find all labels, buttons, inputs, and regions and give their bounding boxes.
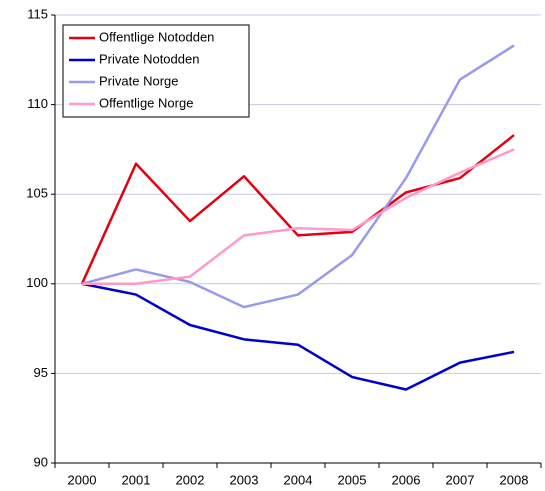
x-tick-label: 2007 [446, 472, 475, 487]
y-tick-label: 115 [27, 6, 48, 21]
x-tick-label: 2001 [122, 472, 151, 487]
y-tick-label: 110 [27, 96, 48, 111]
line-series [82, 148, 515, 286]
x-tick-label: 2003 [230, 472, 259, 487]
legend-box [62, 24, 250, 118]
x-tick-label: 2008 [500, 472, 529, 487]
y-tick-label: 105 [26, 186, 48, 201]
legend-label: Offentlige Norge [99, 95, 193, 110]
x-tick-label: 2004 [284, 472, 313, 487]
x-tick-label: 2005 [338, 472, 367, 487]
y-tick-label: 90 [34, 454, 48, 469]
x-tick-label: 2000 [68, 472, 97, 487]
legend-label: Private Notodden [99, 51, 199, 66]
y-tick-label: 100 [26, 275, 48, 290]
x-tick-label: 2006 [392, 472, 421, 487]
y-tick-label: 95 [34, 365, 48, 380]
line-series [81, 282, 515, 391]
line-series [80, 134, 515, 285]
x-tick-label: 2002 [176, 472, 205, 487]
line-series [81, 44, 515, 309]
legend-label: Offentlige Notodden [99, 29, 214, 44]
legend-label: Private Norge [99, 73, 178, 88]
